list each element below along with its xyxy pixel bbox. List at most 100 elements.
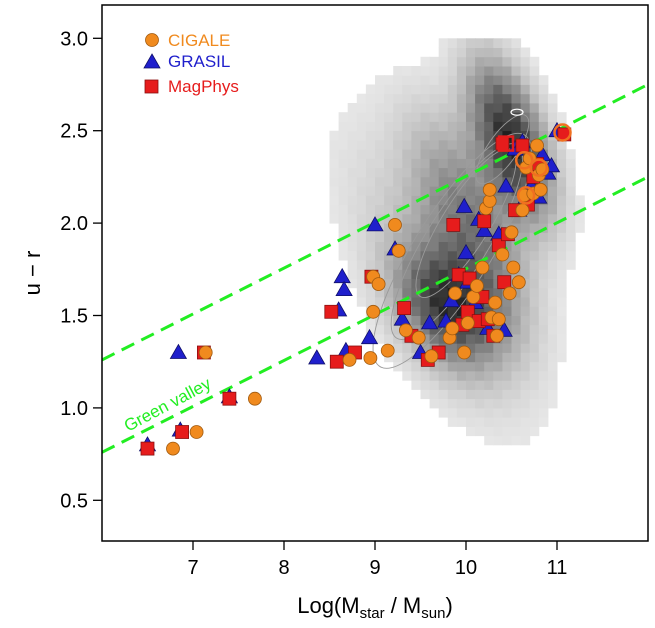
density-cell — [402, 371, 412, 381]
density-cell — [520, 334, 531, 344]
density-cell — [356, 204, 367, 215]
density-cell — [466, 417, 476, 427]
density-cell — [438, 103, 449, 113]
density-cell — [411, 176, 421, 187]
density-cell — [529, 278, 540, 289]
grasil-point — [333, 267, 351, 284]
density-cell — [447, 47, 458, 58]
density-cell — [429, 269, 440, 279]
density-cell — [356, 213, 367, 224]
y-tick-label: 2.5 — [60, 121, 88, 143]
density-cell — [438, 398, 449, 409]
density-cell — [365, 149, 376, 159]
density-cell — [365, 260, 376, 270]
density-cell — [402, 269, 412, 279]
density-cell — [466, 176, 476, 187]
density-cell — [402, 278, 412, 289]
density-cell — [511, 352, 522, 363]
density-cell — [557, 324, 567, 335]
density-cell — [429, 195, 440, 206]
density-cell — [456, 195, 467, 206]
density-cell — [393, 93, 403, 104]
density-cell — [447, 343, 458, 353]
density-cell — [347, 241, 358, 252]
density-cell — [547, 269, 558, 279]
density-cell — [484, 139, 494, 150]
density-cell — [375, 334, 385, 344]
density-cell — [456, 66, 467, 76]
density-cell — [393, 121, 403, 132]
density-cell — [529, 389, 540, 400]
cigale-point — [489, 328, 504, 343]
density-cell — [429, 371, 440, 381]
density-cell — [475, 38, 485, 48]
density-cell — [375, 250, 385, 261]
density-cell — [447, 158, 458, 169]
density-cell — [393, 75, 403, 85]
density-cell — [447, 149, 458, 159]
density-cell — [529, 315, 540, 326]
density-cell — [557, 176, 567, 187]
density-cell — [393, 66, 403, 76]
density-cell — [511, 371, 522, 381]
density-cell — [365, 324, 376, 335]
density-cell — [484, 417, 494, 427]
cigale-point — [495, 247, 510, 262]
magphys-point — [140, 441, 155, 456]
density-cell — [438, 232, 449, 242]
density-cell — [356, 260, 367, 270]
density-cell — [493, 389, 503, 400]
density-cell — [538, 389, 549, 400]
density-cell — [384, 297, 394, 307]
density-cell — [493, 93, 503, 104]
density-cell — [356, 297, 367, 307]
density-cell — [529, 75, 540, 85]
magphys-point — [446, 217, 461, 232]
density-cell — [447, 121, 458, 132]
density-cell — [502, 56, 512, 67]
density-cell — [547, 241, 558, 252]
density-cell — [484, 260, 494, 270]
density-cell — [475, 149, 485, 159]
density-cell — [475, 250, 485, 261]
density-cell — [484, 93, 494, 104]
density-cell — [520, 213, 531, 224]
density-cell — [557, 241, 567, 252]
density-cell — [384, 278, 394, 289]
density-cell — [393, 232, 403, 242]
density-cell — [475, 112, 485, 122]
cigale-point — [469, 278, 484, 293]
density-cell — [384, 232, 394, 242]
density-cell — [547, 195, 558, 206]
density-cell — [529, 260, 540, 270]
density-cell — [456, 38, 467, 48]
density-cell — [375, 139, 385, 150]
density-cell — [502, 84, 512, 95]
density-cell — [402, 167, 412, 178]
density-cell — [365, 93, 376, 104]
density-cell — [347, 250, 358, 261]
density-cell — [420, 269, 431, 279]
density-cell — [356, 130, 367, 141]
density-cell — [538, 324, 549, 335]
density-cell — [456, 417, 467, 427]
density-cell — [365, 176, 376, 187]
grasil-point — [169, 343, 188, 359]
density-cell — [384, 167, 394, 178]
density-cell — [529, 417, 540, 427]
density-cell — [420, 204, 431, 215]
density-cell — [557, 334, 567, 344]
density-cell — [520, 407, 531, 418]
density-cell — [538, 93, 549, 104]
density-cell — [575, 213, 585, 224]
density-cell — [356, 167, 367, 178]
density-cell — [438, 56, 449, 67]
density-cell — [511, 176, 522, 187]
density-cell — [438, 75, 449, 85]
density-cell — [347, 149, 358, 159]
x-axis-title-sub1: star — [360, 605, 385, 622]
density-cell — [347, 213, 358, 224]
density-cell — [484, 241, 494, 252]
density-cell — [438, 371, 449, 381]
density-cell — [329, 149, 340, 159]
